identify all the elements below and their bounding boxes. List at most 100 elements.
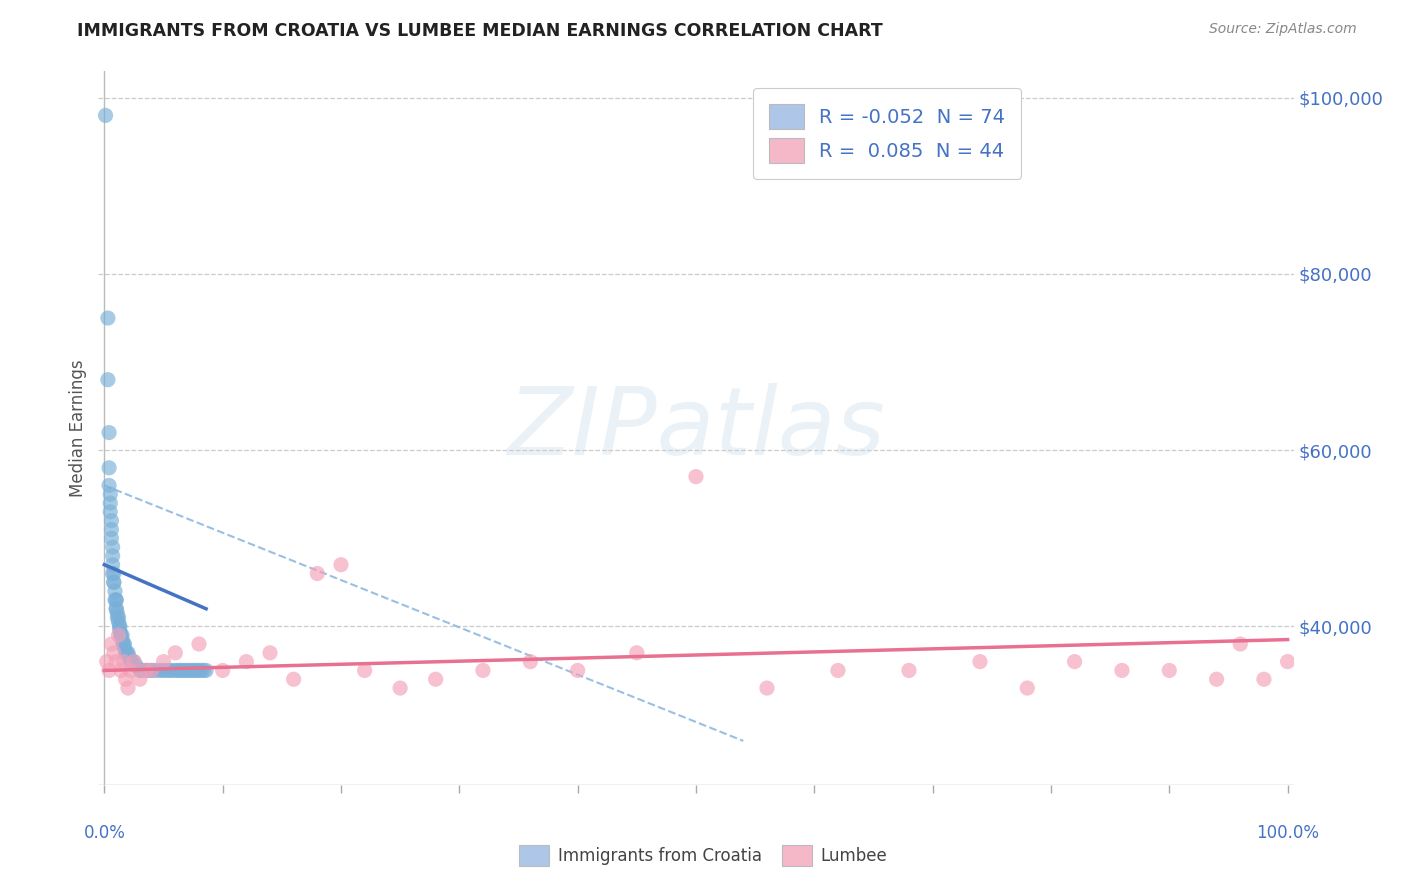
Point (120, 664, 142, 678)
Point (121, 655, 143, 669)
Point (136, 664, 159, 678)
Point (110, 628, 132, 642)
Point (100, 523, 122, 537)
Point (160, 664, 183, 678)
Point (101, 566, 124, 581)
Point (1205, 672, 1227, 686)
Point (105, 606, 128, 620)
Point (122, 655, 145, 669)
Point (101, 540, 124, 554)
Point (101, 558, 124, 572)
Text: 100.0%: 100.0% (1256, 824, 1319, 842)
Point (112, 637, 135, 651)
Point (120, 655, 142, 669)
Point (188, 664, 211, 678)
Point (103, 566, 125, 581)
Point (165, 646, 187, 660)
Point (143, 664, 166, 678)
Point (101, 549, 124, 563)
Point (1017, 681, 1039, 695)
Point (827, 664, 849, 678)
Point (211, 664, 233, 678)
Point (114, 641, 136, 656)
Point (190, 664, 212, 678)
Point (98, 505, 121, 519)
Text: ZIPatlas: ZIPatlas (508, 383, 884, 474)
Point (105, 593, 128, 607)
Point (111, 628, 134, 642)
Point (97, 311, 120, 326)
Point (183, 664, 205, 678)
Point (97, 373, 120, 387)
Point (755, 681, 778, 695)
Point (157, 664, 180, 678)
Point (389, 681, 412, 695)
Point (567, 664, 589, 678)
Point (150, 664, 173, 678)
Point (166, 664, 188, 678)
Point (105, 601, 128, 615)
Point (118, 650, 141, 665)
Point (98, 487, 121, 501)
Point (152, 664, 174, 678)
Point (897, 664, 920, 678)
Point (685, 469, 707, 483)
Point (108, 619, 131, 633)
Point (179, 664, 201, 678)
Point (1063, 655, 1085, 669)
Point (111, 632, 134, 647)
Point (114, 672, 136, 686)
Point (1277, 655, 1299, 669)
Point (98, 496, 121, 510)
Point (176, 664, 198, 678)
Point (235, 655, 257, 669)
Point (1253, 672, 1275, 686)
Point (96, 655, 118, 669)
Point (156, 664, 179, 678)
Point (141, 664, 163, 678)
Point (110, 628, 132, 642)
Point (131, 664, 153, 678)
Point (100, 531, 122, 545)
Point (141, 664, 163, 678)
Point (104, 593, 127, 607)
Point (103, 575, 125, 590)
Legend: R = -0.052  N = 74, R =  0.085  N = 44: R = -0.052 N = 74, R = 0.085 N = 44 (754, 88, 1021, 179)
Point (146, 664, 169, 678)
Point (128, 672, 150, 686)
Point (112, 637, 135, 651)
Point (103, 646, 125, 660)
Point (105, 601, 128, 615)
Point (117, 646, 139, 660)
Point (169, 664, 191, 678)
Point (104, 584, 127, 599)
Point (98, 460, 121, 475)
Point (626, 646, 648, 660)
Point (1111, 664, 1133, 678)
Point (425, 672, 447, 686)
Point (105, 593, 128, 607)
Point (519, 655, 541, 669)
Point (259, 646, 281, 660)
Point (105, 610, 128, 624)
Point (105, 655, 128, 669)
Point (180, 664, 202, 678)
Point (165, 664, 187, 678)
Point (125, 659, 148, 673)
Point (108, 624, 131, 638)
Point (98, 664, 121, 678)
Point (98, 478, 121, 492)
Point (94, 108, 117, 122)
Point (353, 664, 375, 678)
Point (100, 514, 122, 528)
Point (107, 615, 129, 629)
Point (307, 566, 329, 581)
Point (188, 637, 211, 651)
Point (1229, 637, 1251, 651)
Legend: Immigrants from Croatia, Lumbee: Immigrants from Croatia, Lumbee (513, 838, 893, 873)
Point (100, 637, 122, 651)
Point (173, 664, 195, 678)
Point (128, 664, 150, 678)
Point (172, 664, 194, 678)
Point (103, 575, 125, 590)
